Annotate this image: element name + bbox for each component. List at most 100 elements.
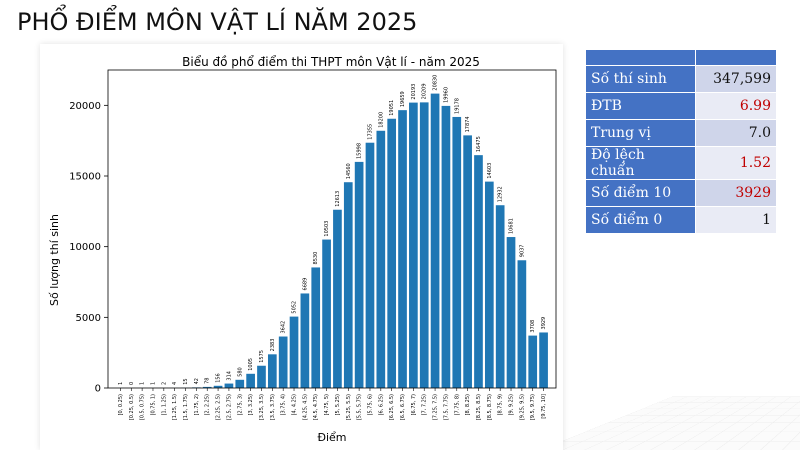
stats-header-cell: [585, 49, 696, 66]
x-tick-label: [6.75, 7): [411, 394, 417, 415]
x-tick-label: [0, 0.25): [118, 394, 124, 415]
stats-label: ĐTB: [585, 92, 696, 120]
bar-value-label: 12613: [335, 191, 341, 207]
bar-value-label: 1: [118, 382, 124, 385]
bar-value-label: 20193: [411, 84, 417, 100]
bar-value-label: 8530: [313, 252, 319, 265]
x-tick-label: [3, 3.25): [248, 394, 254, 415]
x-tick-label: [3.5, 3.75): [270, 394, 276, 420]
y-tick-label: 10000: [69, 242, 101, 253]
y-tick-label: 20000: [69, 101, 101, 112]
bar-value-label: 3642: [281, 321, 287, 334]
bar: [354, 161, 364, 388]
bar-value-label: 314: [226, 371, 232, 381]
bar-value-label: 5052: [292, 301, 298, 314]
bar-value-label: 17355: [367, 124, 373, 140]
x-tick-label: [2.25, 2.5): [216, 394, 222, 420]
bar: [419, 102, 429, 389]
bar: [246, 373, 255, 388]
plot-frame: [107, 69, 557, 389]
x-tick-label: [7, 7.25): [422, 394, 428, 415]
bar: [441, 105, 451, 388]
x-tick-label: [6, 6.25): [378, 394, 384, 415]
bar-value-label: 16475: [476, 136, 482, 152]
bar: [398, 110, 407, 388]
stats-value: 7.0: [695, 119, 777, 147]
x-tick-label: [9, 9.25): [509, 394, 515, 415]
bar-value-label: 12932: [498, 186, 504, 202]
bar-value-label: 580: [237, 367, 243, 377]
stats-row: Trung vị 7.0: [585, 119, 777, 147]
bar: [376, 130, 386, 389]
x-axis: [0, 0.25) [0.25, 0.5) [0.5, 0.75) [0.75, 1)…: [118, 388, 547, 420]
bar-value-label: 1575: [259, 350, 265, 363]
x-tick-label: [4, 4.25): [292, 394, 298, 415]
bars: 1 0 1 1 2 4 15 42 78 156 314 580 1005 1575 2383 3642 505…: [116, 75, 548, 389]
histogram-chart: Biểu đồ phổ điểm thi THPT môn Vật lí - n…: [48, 55, 557, 444]
stats-label: Trung vị: [585, 119, 696, 147]
x-tick-label: [8, 8.25): [465, 394, 471, 415]
bar-value-label: 78: [205, 378, 211, 384]
bar: [343, 182, 353, 388]
stats-header-cell: [695, 49, 777, 66]
bar: [484, 181, 494, 388]
decorative-grid-floor: [540, 396, 800, 450]
bar: [365, 142, 375, 388]
bar-value-label: 19659: [400, 91, 406, 107]
bar-value-label: 17874: [465, 116, 471, 132]
y-axis: 0 5000 10000 15000 20000: [69, 101, 108, 395]
x-tick-label: [5.25, 5.5): [346, 394, 352, 420]
bar-value-label: 1: [150, 382, 156, 385]
bar: [224, 383, 234, 388]
bar: [322, 239, 331, 388]
stats-label: Số điểm 10: [585, 179, 696, 207]
x-tick-label: [5.75, 6): [367, 394, 373, 415]
bar-value-label: 15: [183, 378, 189, 384]
stats-table: Số thí sinh 347,599 ĐTB 6.99 Trung vị 7.0 Độ l…: [585, 49, 777, 234]
bar-value-label: 1: [140, 382, 146, 385]
stats-row: Số điểm 10 3929: [585, 179, 777, 207]
bar: [311, 267, 321, 388]
x-tick-label: [3.25, 3.5): [259, 394, 265, 420]
bar: [202, 386, 212, 388]
x-tick-label: [4.75, 5): [324, 394, 330, 415]
bar-value-label: 9037: [519, 245, 525, 258]
x-tick-label: [7.75, 8): [454, 394, 460, 415]
y-tick-label: 15000: [69, 172, 101, 183]
x-tick-label: [6.5, 6.75): [400, 394, 406, 420]
x-tick-label: [9.5, 9.75): [530, 394, 536, 420]
x-tick-label: [5.5, 5.75): [357, 394, 363, 420]
x-tick-label: [8.25, 8.5): [476, 394, 482, 420]
stats-label: Số điểm 0: [585, 206, 696, 234]
bar: [333, 209, 342, 388]
bar-value-label: 19178: [454, 98, 460, 114]
stats-row: Độ lệch chuẩn 1.52: [585, 146, 777, 180]
bar-value-label: 2383: [270, 339, 276, 352]
bar: [517, 260, 527, 388]
x-tick-label: [6.25, 6.5): [389, 394, 395, 420]
x-tick-label: [1.75, 2): [194, 394, 200, 415]
bar-value-label: 19960: [443, 87, 449, 103]
x-tick-label: [7.5, 7.75): [443, 394, 449, 420]
bar-value-label: 10681: [509, 218, 515, 234]
x-tick-label: [0.75, 1): [150, 394, 156, 415]
bar-value-label: 156: [216, 373, 222, 383]
bar-value-label: 6689: [302, 278, 308, 291]
x-tick-label: [8.75, 9): [498, 394, 504, 415]
page-title: PHỔ ĐIỂM MÔN VẬT LÍ NĂM 2025: [17, 8, 418, 36]
stats-value: 3929: [695, 179, 777, 207]
x-tick-label: [7.25, 7.5): [433, 394, 439, 420]
bar-value-label: 42: [194, 378, 200, 384]
bar-value-label: 20209: [422, 83, 428, 99]
x-tick-label: [1, 1.25): [161, 394, 167, 415]
x-tick-label: [8.5, 8.75): [487, 394, 493, 420]
bar-value-label: 20830: [433, 75, 439, 91]
bar: [267, 354, 277, 388]
x-tick-label: [4.5, 4.75): [313, 394, 319, 420]
bar: [289, 316, 299, 388]
x-tick-label: [9.75, 10]: [541, 394, 547, 419]
y-tick-label: 0: [95, 384, 101, 395]
x-tick-label: [1.25, 1.5): [172, 394, 178, 420]
bar-value-label: 2: [161, 382, 167, 385]
